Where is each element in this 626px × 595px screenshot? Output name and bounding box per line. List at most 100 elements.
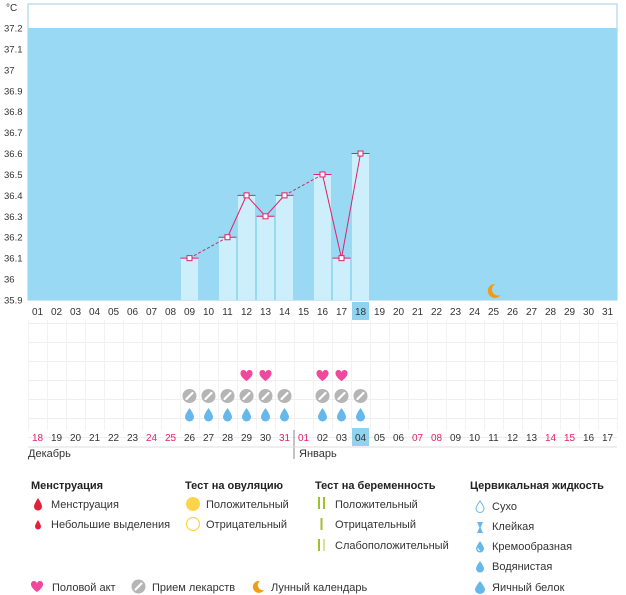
calendar-date-label: 24 [146, 433, 158, 444]
temperature-bar [352, 153, 369, 300]
temperature-point [186, 255, 193, 262]
pregnancy-positive-icon [318, 497, 325, 509]
temperature-point [243, 192, 250, 199]
grid-col-line [427, 320, 428, 430]
cycle-day-label: 13 [260, 307, 272, 318]
calendar-date-label: 09 [450, 433, 462, 444]
bbt-chart: °C 37.2 37.1 37 36.9 36.8 36.7 36.6 36.5 36.4 36.… [4, 3, 618, 460]
fluid-dry-icon [475, 500, 485, 513]
legend-fluid-title: Цервикальная жидкость [470, 480, 604, 492]
moon-icon [252, 580, 264, 593]
pregnancy-negative-icon [320, 518, 323, 530]
cycle-day-label: 24 [469, 307, 481, 318]
cycle-day-label: 26 [507, 307, 519, 318]
legend-spotting-item: Небольшие выделения [51, 519, 171, 531]
grid-col-line [332, 320, 333, 430]
temperature-point [262, 213, 269, 220]
menstruation-drop-icon [34, 498, 42, 511]
legend-fluid-creamy: Кремообразная [492, 541, 573, 553]
y-tick-label: 37.2 [4, 24, 23, 35]
legend-intercourse: Половой акт [52, 582, 116, 594]
cycle-day-label: 16 [317, 307, 329, 318]
calendar-date-label: 04 [355, 433, 367, 444]
pill-icon-stroke [318, 391, 327, 401]
temperature-bar [181, 258, 198, 300]
moon-icon [487, 283, 501, 298]
y-tick-label: 36.4 [4, 191, 23, 202]
water-drop-icon [280, 408, 289, 422]
grid-col-line [104, 320, 105, 430]
y-tick-label: 36.1 [4, 254, 23, 265]
temperature-point [338, 255, 345, 262]
pregnancy-weak-icon [318, 539, 325, 551]
calendar-date-label: 29 [241, 433, 253, 444]
grid-row-line [28, 361, 617, 362]
temperature-bar [257, 216, 274, 300]
calendar-date-label: 16 [583, 433, 595, 444]
cycle-day-label: 14 [279, 307, 291, 318]
cycle-day-label: 07 [146, 307, 158, 318]
water-drop-icon [318, 408, 327, 422]
legend-pregnancy-negative: Отрицательный [335, 519, 416, 531]
heart-icon [335, 369, 348, 381]
legend-moon: Лунный календарь [271, 582, 368, 594]
temperature-line [246, 195, 266, 217]
calendar-date-label: 22 [108, 433, 120, 444]
grid-col-line [446, 320, 447, 430]
cycle-day-label: 09 [184, 307, 196, 318]
calendar-date-label: 12 [507, 433, 519, 444]
legend-pregnancy-weak: Слабоположительный [335, 540, 449, 552]
cycle-day-label: 05 [108, 307, 120, 318]
grid-col-line [370, 320, 371, 430]
legend-fluid-dry: Сухо [492, 501, 517, 513]
calendar-date-label: 02 [317, 433, 329, 444]
temperature-bar [238, 195, 255, 300]
y-tick-label: 36.7 [4, 128, 23, 139]
y-tick-label: 36.5 [4, 170, 23, 181]
cycle-day-label: 08 [165, 307, 177, 318]
calendar-date-label: 28 [222, 433, 234, 444]
grid-col-line [541, 320, 542, 430]
calendar-date-label: 25 [165, 433, 177, 444]
pill-icon-stroke [185, 391, 194, 401]
temperature-dashed-line [284, 174, 323, 196]
temperature-point [319, 171, 326, 178]
temperature-point [224, 234, 231, 241]
heart-icon [259, 369, 272, 381]
calendar-date-label: 30 [260, 433, 272, 444]
fluid-sticky-icon [477, 522, 483, 533]
water-drop-icon [337, 408, 346, 422]
grid-col-line [313, 320, 314, 430]
pill-icon-stroke [280, 391, 289, 401]
legend-fluid-sticky: Клейкая [492, 521, 535, 533]
calendar-date-label: 18 [32, 433, 44, 444]
calendar-date-label: 15 [564, 433, 576, 444]
grid-col-line [85, 320, 86, 430]
legend-ovulation-negative: Отрицательный [206, 519, 287, 531]
calendar-date-label: 03 [336, 433, 348, 444]
grid-col-line [218, 320, 219, 430]
temperature-dashed-line [189, 236, 228, 259]
fluid-creamy-icon [476, 541, 484, 553]
calendar-date-label: 05 [374, 433, 386, 444]
heart-icon [240, 369, 253, 381]
legend-pregnancy-positive: Положительный [335, 499, 418, 511]
unit-label: °C [6, 3, 17, 14]
calendar-date-label: 20 [70, 433, 82, 444]
heart-icon [316, 369, 329, 381]
legend-medication: Прием лекарств [152, 582, 236, 594]
calendar-date-label: 31 [279, 433, 291, 444]
legend-menstruation-item: Менструация [51, 499, 119, 511]
y-tick-label: 35.9 [4, 296, 23, 307]
calendar-date-label: 14 [545, 433, 557, 444]
legend-ovulation-positive: Положительный [206, 499, 289, 511]
y-tick-label: 36.8 [4, 107, 23, 118]
month-label: Декабрь [28, 448, 71, 460]
grid-col-line [351, 320, 352, 430]
temperature-bar [333, 258, 350, 300]
temperature-point [357, 150, 364, 157]
pill-icon-stroke [204, 391, 213, 401]
cycle-day-label: 10 [203, 307, 215, 318]
pill-icon-stroke [337, 391, 346, 401]
grid-col-line [408, 320, 409, 430]
